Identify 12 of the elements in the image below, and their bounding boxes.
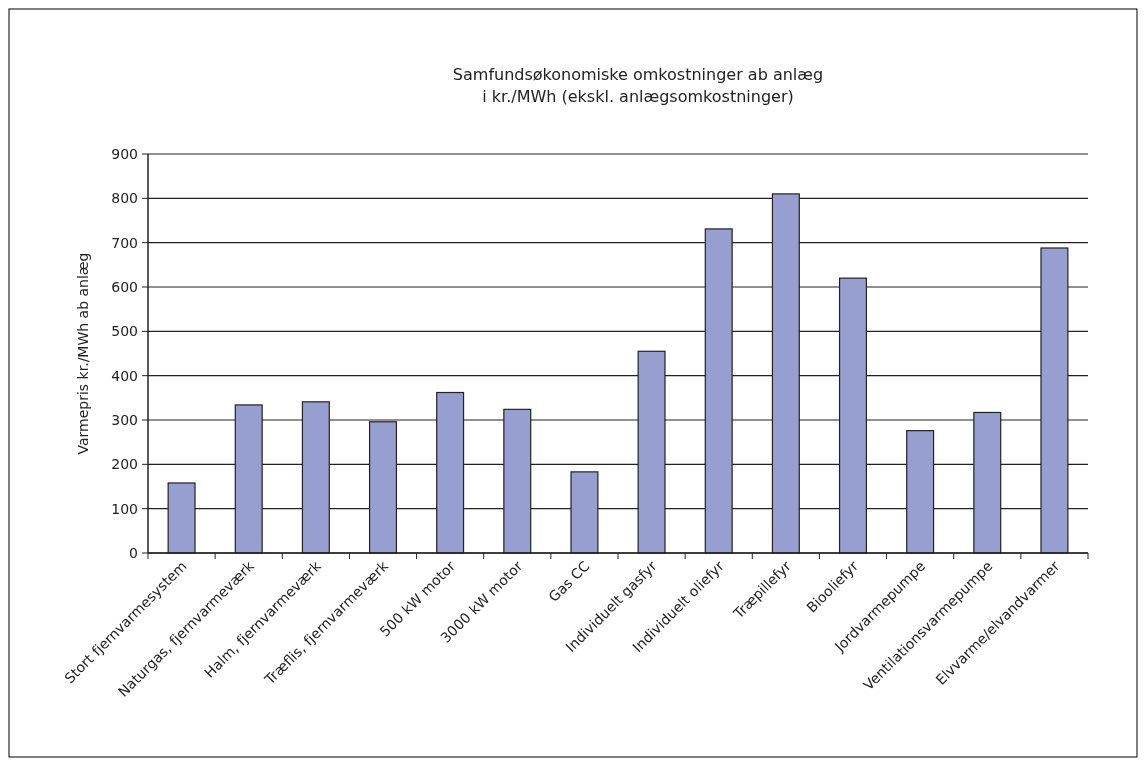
y-axis-title: Varmepris kr./MWh ab anlæg — [75, 252, 91, 455]
y-tick-label: 200 — [111, 456, 138, 473]
y-tick-label: 500 — [111, 323, 138, 340]
y-tick-label: 700 — [111, 234, 138, 251]
y-tick-label: 100 — [111, 500, 138, 517]
y-tick-label: 900 — [111, 145, 138, 162]
y-tick-label: 800 — [111, 190, 138, 207]
y-tick-label: 0 — [129, 544, 138, 561]
y-tick-label: 400 — [111, 367, 138, 384]
y-tick-label: 300 — [111, 411, 138, 428]
chart-title: Samfundsøkonomiske omkostninger ab anlæg i kr./MWh (ekskl. anlægsomkostninger) — [452, 65, 824, 106]
y-tick-label: 600 — [111, 278, 138, 295]
